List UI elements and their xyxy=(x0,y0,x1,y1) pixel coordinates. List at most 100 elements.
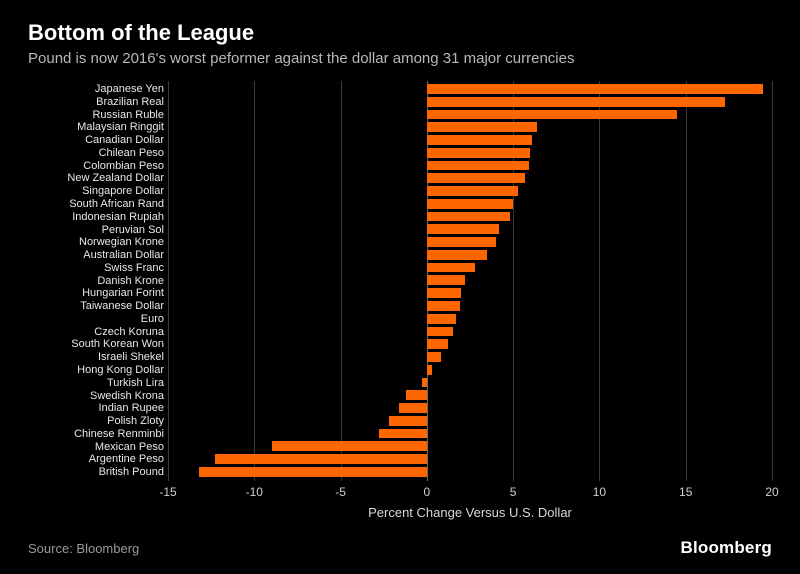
chart-title: Bottom of the League xyxy=(28,20,772,46)
bar-row xyxy=(168,326,772,339)
bar-row xyxy=(168,287,772,300)
bar xyxy=(427,327,453,337)
bar-row xyxy=(168,172,772,185)
bar-row xyxy=(168,377,772,390)
y-axis-label: Brazilian Real xyxy=(28,96,164,109)
y-axis-label: New Zealand Dollar xyxy=(28,172,164,185)
bar-row xyxy=(168,428,772,441)
bar xyxy=(427,224,499,234)
bar xyxy=(272,441,427,451)
bar-row xyxy=(168,121,772,134)
bar xyxy=(427,148,531,158)
bar xyxy=(427,110,677,120)
x-axis-ticks: -15-10-505101520 xyxy=(168,485,772,501)
x-axis-title: Percent Change Versus U.S. Dollar xyxy=(168,505,772,520)
y-axis-label: Australian Dollar xyxy=(28,249,164,262)
y-axis-label: Indonesian Rupiah xyxy=(28,211,164,224)
bar xyxy=(427,352,441,362)
bar-row xyxy=(168,300,772,313)
y-axis-label: Swedish Krona xyxy=(28,390,164,403)
bar xyxy=(427,173,525,183)
bar xyxy=(406,390,427,400)
y-axis-label: Danish Krone xyxy=(28,275,164,288)
y-axis-label: Israeli Shekel xyxy=(28,351,164,364)
x-tick-label: -5 xyxy=(335,485,346,499)
bar xyxy=(422,378,427,388)
bar-row xyxy=(168,313,772,326)
y-axis-label: Turkish Lira xyxy=(28,377,164,390)
bar-row xyxy=(168,415,772,428)
y-axis-label: Argentine Peso xyxy=(28,453,164,466)
y-axis-label: Chinese Renminbi xyxy=(28,428,164,441)
bar xyxy=(427,135,532,145)
bar-row xyxy=(168,262,772,275)
x-tick-label: 10 xyxy=(593,485,606,499)
x-tick-label: 0 xyxy=(424,485,431,499)
y-axis-label: Canadian Dollar xyxy=(28,134,164,147)
bar xyxy=(427,212,510,222)
bar-row xyxy=(168,466,772,479)
bar xyxy=(427,301,460,311)
y-axis-label: Russian Ruble xyxy=(28,109,164,122)
bar xyxy=(399,403,427,413)
y-axis-label: Singapore Dollar xyxy=(28,185,164,198)
bar xyxy=(427,263,475,273)
bar-row xyxy=(168,274,772,287)
x-tick-label: -15 xyxy=(159,485,176,499)
bar xyxy=(199,467,427,477)
bar-row xyxy=(168,223,772,236)
y-axis-label: Hong Kong Dollar xyxy=(28,364,164,377)
bar xyxy=(427,161,529,171)
y-axis-label: Euro xyxy=(28,313,164,326)
bar xyxy=(427,314,456,324)
y-axis-label: South African Rand xyxy=(28,198,164,211)
x-tick-label: 15 xyxy=(679,485,692,499)
bar-row xyxy=(168,351,772,364)
bar-row xyxy=(168,338,772,351)
y-axis-label: Hungarian Forint xyxy=(28,287,164,300)
bar xyxy=(379,429,427,439)
source-text: Source: Bloomberg xyxy=(28,541,139,556)
bar xyxy=(427,339,448,349)
bar xyxy=(389,416,427,426)
bar-row xyxy=(168,453,772,466)
bar-row xyxy=(168,96,772,109)
bar xyxy=(427,84,764,94)
bar-row xyxy=(168,147,772,160)
bar-row xyxy=(168,389,772,402)
chart-subtitle: Pound is now 2016's worst peformer again… xyxy=(28,50,772,67)
y-axis-label: Mexican Peso xyxy=(28,441,164,454)
bar xyxy=(427,275,465,285)
x-tick-label: -10 xyxy=(246,485,263,499)
bar xyxy=(215,454,427,464)
bar-row xyxy=(168,134,772,147)
bar-row xyxy=(168,236,772,249)
bar-row xyxy=(168,364,772,377)
y-axis-label: Swiss Franc xyxy=(28,262,164,275)
x-tick-label: 20 xyxy=(765,485,778,499)
bar-row xyxy=(168,160,772,173)
y-axis-label: South Korean Won xyxy=(28,338,164,351)
y-axis-label: Indian Rupee xyxy=(28,402,164,415)
y-axis-label: Polish Zloty xyxy=(28,415,164,428)
y-axis-label: Taiwanese Dollar xyxy=(28,300,164,313)
bar xyxy=(427,250,487,260)
y-axis-label: Malaysian Ringgit xyxy=(28,121,164,134)
bar xyxy=(427,186,518,196)
plot-area xyxy=(168,81,772,481)
chart: Japanese YenBrazilian RealRussian RubleM… xyxy=(28,81,772,521)
brand-logo: Bloomberg xyxy=(680,538,772,558)
bar xyxy=(427,288,462,298)
y-axis-label: British Pound xyxy=(28,466,164,479)
y-axis-label: Peruvian Sol xyxy=(28,224,164,237)
bar-row xyxy=(168,211,772,224)
bar-row xyxy=(168,402,772,415)
bar-row xyxy=(168,198,772,211)
bar xyxy=(427,97,726,107)
grid-line xyxy=(772,81,773,481)
bar-row xyxy=(168,440,772,453)
bar xyxy=(427,122,537,132)
bars xyxy=(168,83,772,479)
y-axis-labels: Japanese YenBrazilian RealRussian RubleM… xyxy=(28,83,164,479)
bar-row xyxy=(168,109,772,122)
